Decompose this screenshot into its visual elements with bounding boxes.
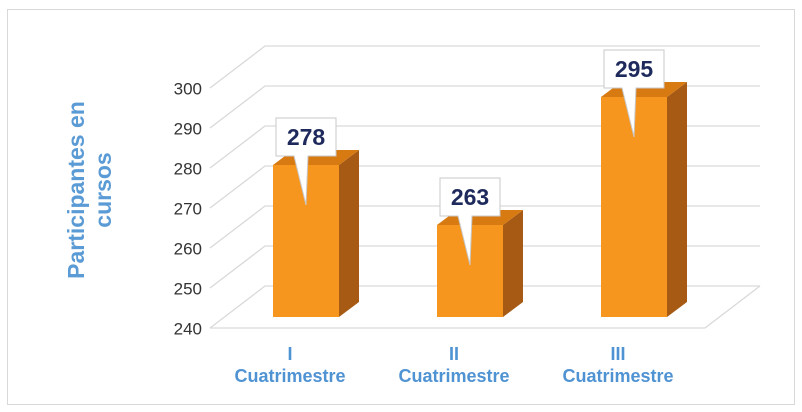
bar-side xyxy=(667,82,687,317)
x-tick-label: II Cuatrimestre xyxy=(398,344,510,386)
grid-line xyxy=(209,45,760,89)
data-label: 278 xyxy=(287,124,326,150)
y-tick-label: 250 xyxy=(174,279,202,298)
y-tick-label: 290 xyxy=(174,119,202,138)
bar-side xyxy=(339,150,359,317)
grid-line xyxy=(209,205,760,249)
y-tick-label: 280 xyxy=(174,159,202,178)
x-tick-label: I Cuatrimestre xyxy=(234,344,346,386)
grid-line xyxy=(209,285,760,329)
y-tick-label: 240 xyxy=(174,319,202,338)
callout xyxy=(603,49,665,138)
grid-line xyxy=(209,125,760,169)
callout xyxy=(439,177,501,266)
grid-line xyxy=(209,165,760,209)
grid-line xyxy=(209,85,760,129)
callout xyxy=(275,117,337,206)
y-tick-label: 260 xyxy=(174,239,202,258)
bar-side xyxy=(503,210,523,317)
x-tick-label: III Cuatrimestre xyxy=(562,344,674,386)
grid-line xyxy=(209,245,760,289)
floor-right xyxy=(704,285,761,329)
y-axis-title: Participantes en cursos xyxy=(63,101,116,279)
data-label: 295 xyxy=(615,56,654,82)
data-label: 263 xyxy=(451,184,489,210)
y-tick-label: 270 xyxy=(174,199,202,218)
y-tick-label: 300 xyxy=(174,79,202,98)
